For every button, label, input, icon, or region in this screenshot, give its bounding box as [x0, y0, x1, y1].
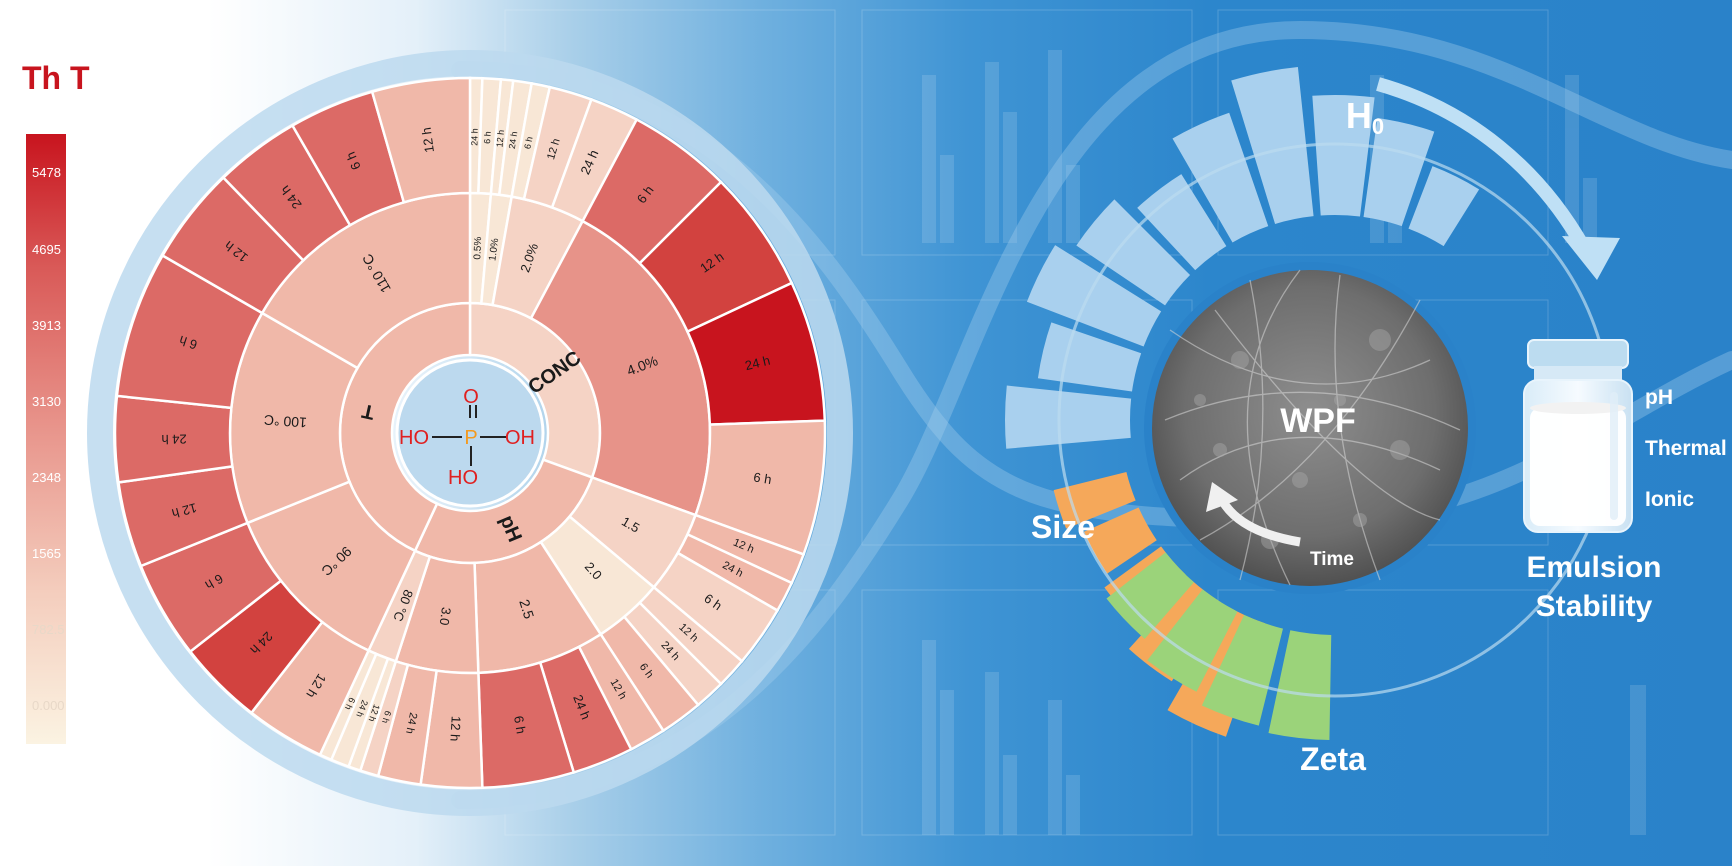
property-bar: [1408, 166, 1480, 247]
colorbar-tick: 5478: [32, 165, 61, 180]
property-bar: [1147, 589, 1238, 692]
ring3-label: 12 h: [170, 500, 198, 521]
ring3-segment: [370, 76, 472, 204]
h0-label: H0: [1346, 95, 1384, 139]
emulsion-stability-line2: Stability: [1536, 590, 1653, 623]
time-label: Time: [1310, 549, 1354, 570]
ring3-label: 6 h: [343, 696, 357, 712]
center-circle: [395, 358, 545, 508]
size-label: Size: [1031, 509, 1095, 545]
ring3-label: 24 h: [161, 432, 187, 447]
oxygen-label: O: [463, 386, 479, 408]
ring2-label: 2.5: [516, 597, 537, 621]
ring3-label: 6 h: [177, 333, 199, 353]
wpf-label: WPF: [1280, 402, 1356, 440]
ring3-label: 12 h: [447, 716, 463, 742]
emulsion-stability-line1: Emulsion: [1526, 551, 1661, 584]
colorbar: [26, 134, 66, 744]
ring3-label: 24 h: [507, 131, 519, 150]
property-bar: [1106, 552, 1194, 639]
ring3-label: 6 h: [343, 150, 364, 173]
ring3-label: 6 h: [511, 715, 529, 735]
condition-ionic: Ionic: [1645, 488, 1694, 511]
ring2-label: 3.0: [437, 606, 454, 626]
property-bar: [1201, 614, 1283, 726]
hydroxyl-left-label: HO: [399, 427, 429, 449]
property-bar: [1005, 385, 1132, 449]
background-bars: [922, 50, 1646, 835]
sunburst-chart: [113, 76, 827, 790]
ring3-label: 6 h: [752, 469, 772, 487]
emulsion-vial-icon: [1523, 339, 1633, 533]
property-bar: [1172, 112, 1269, 243]
colorbar-tick: 0.000: [32, 698, 65, 713]
colorbar-tick: 2348: [32, 470, 61, 485]
property-bar: [1268, 630, 1332, 740]
h0-arrow: [1376, 77, 1591, 252]
property-bar: [1363, 117, 1435, 227]
colorbar-title: Th T: [22, 60, 90, 96]
ring2-label: 0.5%: [472, 236, 484, 259]
hydroxyl-bottom-label: HO: [448, 467, 478, 489]
ring3-label: 24 h: [469, 128, 479, 146]
time-arrow: [1218, 497, 1301, 547]
ring3-label: 6 h: [380, 710, 393, 725]
ring3-label: 12 h: [545, 137, 563, 161]
colorbar-tick: 4695: [32, 242, 61, 257]
property-bar: [1026, 245, 1162, 347]
ring2-label: 100 °C: [263, 412, 307, 431]
phosphoric-acid-molecule: O P HO OH HO: [395, 358, 545, 508]
property-bar: [1076, 199, 1191, 306]
ring3-label: 24 h: [744, 353, 772, 373]
ring3-label: 12 h: [419, 126, 437, 153]
hydroxyl-right-label: OH: [505, 427, 535, 449]
sunburst-outer-halo: [87, 50, 853, 816]
condition-thermal: Thermal: [1645, 437, 1727, 460]
ring3-label: 6 h: [522, 136, 534, 150]
property-bar: [1312, 95, 1375, 217]
property-bar: [1231, 66, 1314, 224]
property-bar: [1083, 507, 1157, 574]
time-arrow-head: [1206, 482, 1238, 512]
zeta-label: Zeta: [1300, 741, 1366, 777]
colorbar-tick: 3913: [32, 318, 61, 333]
h0-arrow-head: [1562, 236, 1620, 280]
ring3-label: 24 h: [403, 711, 419, 734]
ring3-label: 6 h: [482, 131, 493, 144]
colorbar-tick: 3130: [32, 394, 61, 409]
wpf-micrograph: WPF Time: [1144, 262, 1476, 594]
ring3-label: 12 h: [494, 129, 506, 147]
phosphorus-label: P: [464, 427, 477, 449]
property-bar: [1137, 174, 1227, 271]
condition-ph: pH: [1645, 386, 1673, 409]
colorbar-tick: 1565: [32, 546, 61, 561]
colorbar-tick: 782.5: [32, 622, 65, 637]
ring1-label: T: [360, 399, 377, 423]
ring2-label: 1.0%: [487, 237, 501, 261]
